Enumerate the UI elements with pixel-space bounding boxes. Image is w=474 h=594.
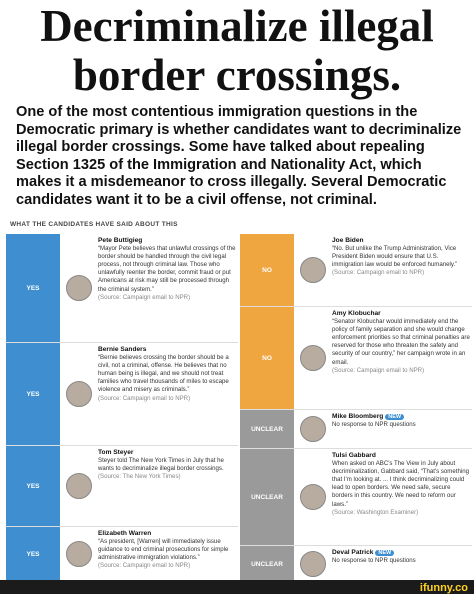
candidate-name: Deval Patrick	[332, 549, 374, 556]
candidate-photo	[300, 484, 326, 510]
candidate-photo	[66, 381, 92, 407]
candidate-name-line: Elizabeth Warren	[98, 530, 236, 538]
candidate-name-line: Bernie Sanders	[98, 346, 236, 354]
candidate-name: Elizabeth Warren	[98, 530, 152, 537]
stance-label: YES	[6, 527, 60, 581]
quote-source: (Source: Campaign email to NPR)	[332, 269, 425, 277]
stance-label: YES	[6, 343, 60, 445]
candidate-quote: “Bernie believes crossing the border sho…	[98, 354, 229, 394]
quote-source: (Source: Campaign email to NPR)	[98, 394, 191, 402]
candidate-quote: “Senator Klobuchar would immediately end…	[332, 318, 470, 366]
watermark: ifunny.co	[419, 582, 468, 594]
candidate-name: Pete Buttigieg	[98, 237, 143, 244]
candidate-name: Bernie Sanders	[98, 346, 147, 353]
candidate-photo	[300, 551, 326, 577]
candidate-name: Tulsi Gabbard	[332, 452, 376, 459]
candidate-name-line: Tulsi Gabbard	[332, 452, 470, 460]
candidate-card: UNCLEAR Mike Bloomberg NEW No response to N…	[240, 410, 472, 449]
left-column: YES Pete Buttigieg “Mayor Pete believes th…	[6, 234, 238, 582]
candidate-card: YES Bernie Sanders “Bernie believes crossi…	[6, 343, 238, 446]
stance-label: YES	[6, 234, 60, 342]
candidate-photo	[300, 416, 326, 442]
quote-source: (Source: The New York Times)	[98, 473, 181, 481]
candidate-quote: No response to NPR questions	[332, 421, 416, 429]
candidate-name: Tom Steyer	[98, 449, 134, 456]
quote-source: (Source: Washington Examiner)	[332, 508, 419, 516]
quote-source: (Source: Campaign email to NPR)	[332, 366, 425, 374]
candidate-name-line: Deval Patrick NEW	[332, 549, 470, 557]
right-column: NO Joe Biden “No. But unlike the Trump Adm…	[240, 234, 472, 583]
candidate-text: Tulsi Gabbard When asked on ABC's The Vie…	[332, 449, 472, 545]
stance-label: UNCLEAR	[240, 546, 294, 582]
intro: One of the most contentious immigration …	[16, 104, 462, 208]
title: Decriminalize illegal border crossings.	[40, 1, 434, 100]
stance-label: UNCLEAR	[240, 410, 294, 448]
candidate-card: YES Pete Buttigieg “Mayor Pete believes th…	[6, 234, 238, 343]
new-badge: NEW	[385, 414, 405, 420]
candidate-name-line: Joe Biden	[332, 237, 470, 245]
candidate-quote: “Mayor Pete believes that unlawful cross…	[98, 245, 236, 293]
candidate-card: YES Elizabeth Warren “As president, [Warre…	[6, 527, 238, 582]
candidate-quote: No response to NPR questions	[332, 557, 416, 565]
candidate-photo	[66, 541, 92, 567]
candidate-text: Pete Buttigieg “Mayor Pete believes that …	[98, 234, 238, 342]
stance-label: NO	[240, 234, 294, 306]
footer: ifunny.co	[0, 580, 474, 594]
candidate-text: Mike Bloomberg NEW No response to NPR ques…	[332, 410, 472, 448]
candidate-name: Amy Klobuchar	[332, 310, 381, 317]
candidate-photo	[66, 473, 92, 499]
candidate-text: Amy Klobuchar “Senator Klobuchar would im…	[332, 307, 472, 409]
candidate-name-line: Amy Klobuchar	[332, 310, 470, 318]
stance-label: NO	[240, 307, 294, 409]
candidate-card: UNCLEAR Tulsi Gabbard When asked on ABC's …	[240, 449, 472, 546]
candidate-text: Joe Biden “No. But unlike the Trump Admin…	[332, 234, 472, 306]
section-heading: WHAT THE CANDIDATES HAVE SAID ABOUT THIS	[10, 221, 178, 228]
candidate-photo	[300, 345, 326, 371]
candidate-name: Mike Bloomberg	[332, 413, 384, 420]
candidate-text: Deval Patrick NEW No response to NPR quest…	[332, 546, 472, 582]
new-badge: NEW	[375, 550, 395, 556]
candidate-quote: “No. But unlike the Trump Administration…	[332, 245, 458, 269]
quote-source: (Source: Campaign email to NPR)	[98, 562, 191, 570]
candidate-quote: When asked on ABC's The View in July abo…	[332, 460, 469, 508]
candidate-text: Tom Steyer Steyer told The New York Times…	[98, 446, 238, 526]
candidate-card: NO Joe Biden “No. But unlike the Trump Adm…	[240, 234, 472, 307]
candidate-text: Bernie Sanders “Bernie believes crossing …	[98, 343, 238, 445]
stance-label: YES	[6, 446, 60, 526]
candidate-quote: Steyer told The New York Times in July t…	[98, 457, 224, 473]
candidate-name: Joe Biden	[332, 237, 364, 244]
candidate-name-line: Pete Buttigieg	[98, 237, 236, 245]
candidate-name-line: Tom Steyer	[98, 449, 236, 457]
candidate-card: UNCLEAR Deval Patrick NEW No response to NP…	[240, 546, 472, 583]
candidate-text: Elizabeth Warren “As president, [Warren] …	[98, 527, 238, 581]
candidate-card: YES Tom Steyer Steyer told The New York Ti…	[6, 446, 238, 527]
candidate-quote: “As president, [Warren] will immediately…	[98, 538, 229, 562]
candidate-photo	[300, 257, 326, 283]
candidate-name-line: Mike Bloomberg NEW	[332, 413, 470, 421]
candidate-photo	[66, 275, 92, 301]
quote-source: (Source: Campaign email to NPR)	[98, 293, 191, 301]
stance-label: UNCLEAR	[240, 449, 294, 545]
candidate-card: NO Amy Klobuchar “Senator Klobuchar would …	[240, 307, 472, 410]
